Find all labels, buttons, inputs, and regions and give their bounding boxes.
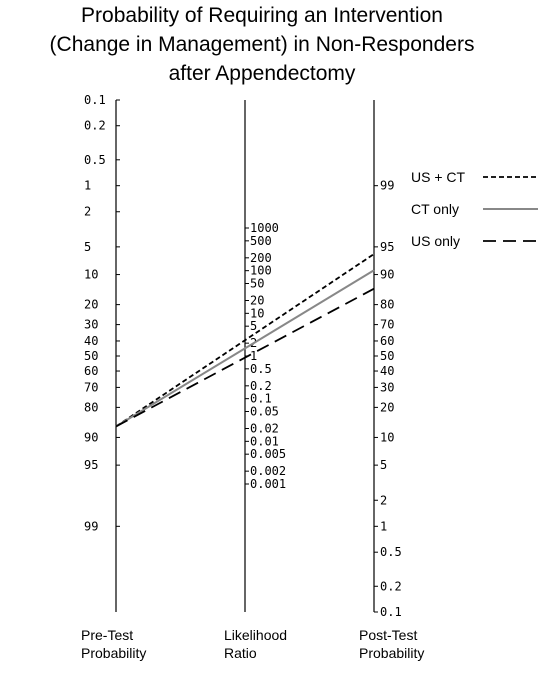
pre-test-tick-label: 20: [84, 298, 98, 312]
post-test-tick-label: 60: [380, 334, 394, 348]
legend-label: US + CT: [411, 169, 466, 185]
series-line-us-ct: [115, 253, 375, 428]
pre-test-tick-label: 0.2: [84, 119, 106, 133]
post-test-label-line-2: Probability: [359, 645, 424, 661]
pre-test-tick-label: 2: [84, 205, 91, 219]
lr-tick-label: 0.002: [250, 464, 286, 478]
post-test-tick-label: 30: [380, 380, 394, 394]
pre-test-tick-label: 30: [84, 318, 98, 332]
pre-test-tick-label: 0.5: [84, 153, 106, 167]
lr-tick-label: 0.01: [250, 434, 279, 448]
lr-tick-label: 500: [250, 234, 272, 248]
chart-title-line-2: (Change in Management) in Non-Responders: [50, 33, 475, 56]
lr-tick-label: 10: [250, 306, 264, 320]
post-test-tick-label: 20: [380, 400, 394, 414]
post-test-tick-label: 10: [380, 430, 394, 444]
lr-tick-label: 0.005: [250, 447, 286, 461]
pre-test-tick-label: 1: [84, 179, 91, 193]
lr-tick-label: 0.2: [250, 379, 272, 393]
pre-test-tick-label: 90: [84, 430, 98, 444]
pre-test-tick-label: 80: [84, 400, 98, 414]
pre-test-tick-label: 5: [84, 240, 91, 254]
pre-test-tick-label: 95: [84, 458, 98, 472]
post-test-tick-label: 0.2: [380, 579, 402, 593]
lr-tick-label: 200: [250, 251, 272, 265]
chart-title-line-1: Probability of Requiring an Intervention: [81, 4, 443, 27]
post-test-tick-label: 0.5: [380, 545, 402, 559]
legend-label: CT only: [411, 201, 459, 217]
legend-label: US only: [411, 233, 460, 249]
pre-test-tick-label: 0.1: [84, 93, 106, 107]
lr-tick-label: 0.05: [250, 405, 279, 419]
pre-test-label-line-1: Pre-Test: [81, 627, 133, 643]
series-line-us-only: [115, 287, 375, 428]
post-test-tick-label: 5: [380, 458, 387, 472]
pre-test-tick-label: 50: [84, 349, 98, 363]
series-lines: [115, 253, 375, 428]
post-test-label-line-1: Post-Test: [359, 627, 417, 643]
post-test-tick-label: 1: [380, 519, 387, 533]
pre-test-tick-label: 60: [84, 364, 98, 378]
likelihood-ratio-label-line-1: Likelihood: [224, 627, 287, 643]
pre-test-tick-label: 10: [84, 268, 98, 282]
chart-title: Probability of Requiring an Intervention…: [50, 4, 475, 85]
post-test-tick-label: 50: [380, 349, 394, 363]
lr-tick-label: 0.1: [250, 392, 272, 406]
lr-tick-label: 20: [250, 293, 264, 307]
lr-tick-label: 50: [250, 277, 264, 291]
series-line-ct-only: [115, 269, 375, 428]
pre-test-tick-label: 70: [84, 380, 98, 394]
lr-tick-label: 0.5: [250, 362, 272, 376]
lr-tick-label: 0.001: [250, 477, 286, 491]
likelihood-ratio-ticks: 10005002001005020105210.50.20.10.050.020…: [245, 221, 286, 491]
post-test-tick-label: 70: [380, 318, 394, 332]
legend: US + CT CT only US only: [411, 169, 538, 249]
post-test-tick-label: 90: [380, 268, 394, 282]
post-test-tick-label: 2: [380, 493, 387, 507]
chart-title-line-3: after Appendectomy: [169, 62, 356, 85]
pre-test-label-line-2: Probability: [81, 645, 146, 661]
lr-tick-label: 1000: [250, 221, 279, 235]
lr-tick-label: 0.02: [250, 421, 279, 435]
lr-tick-label: 5: [250, 319, 257, 333]
likelihood-ratio-label-line-2: Ratio: [224, 645, 257, 661]
pre-test-tick-label: 99: [84, 519, 98, 533]
post-test-tick-label: 40: [380, 364, 394, 378]
pre-test-tick-label: 40: [84, 334, 98, 348]
post-test-tick-label: 0.1: [380, 605, 402, 619]
post-test-tick-label: 99: [380, 179, 394, 193]
lr-tick-label: 100: [250, 264, 272, 278]
post-test-tick-label: 80: [380, 298, 394, 312]
post-test-tick-label: 95: [380, 240, 394, 254]
lr-tick-label: 1: [250, 349, 257, 363]
